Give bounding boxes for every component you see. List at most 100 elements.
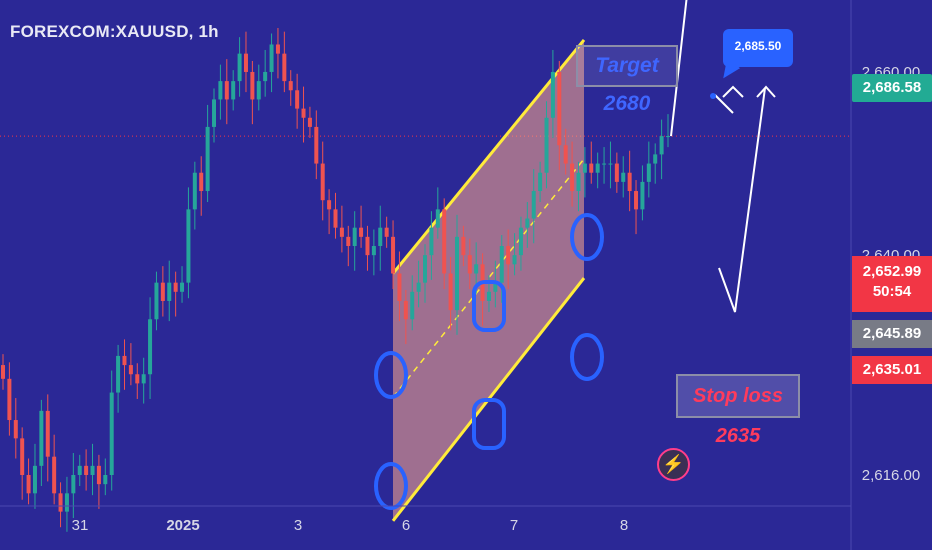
- touch-marker: [472, 398, 506, 450]
- candle-body: [544, 117, 549, 173]
- candle-body: [275, 44, 280, 54]
- x-tick-label: 2025: [166, 517, 199, 534]
- candle-body: [256, 81, 261, 100]
- candle-body: [333, 209, 338, 228]
- candle-body: [77, 465, 82, 475]
- x-tick-label: 8: [620, 517, 628, 534]
- candle-body: [359, 227, 364, 237]
- candle-body: [448, 273, 453, 311]
- candle-body: [499, 246, 504, 283]
- candle-body: [141, 374, 146, 384]
- candle-body: [384, 227, 389, 237]
- candle-body: [467, 255, 472, 274]
- candle-body: [307, 117, 312, 127]
- candle-body: [263, 71, 268, 82]
- candle-body: [32, 465, 37, 494]
- candle-body: [90, 465, 95, 475]
- candle-body: [512, 255, 517, 265]
- x-tick-label: 7: [510, 517, 518, 534]
- candle-body: [295, 90, 300, 109]
- candle-body: [659, 136, 664, 155]
- projection-path-b: [718, 87, 766, 313]
- touch-markers: [374, 213, 604, 510]
- candle-body: [71, 475, 76, 494]
- candle-body: [378, 227, 383, 246]
- arrowhead-a: [722, 85, 744, 98]
- candle-body: [13, 420, 18, 439]
- candle-body: [525, 218, 530, 228]
- candles: [1, 27, 670, 532]
- candle-body: [397, 273, 402, 301]
- candle-body: [474, 264, 479, 274]
- candle-body: [135, 374, 140, 384]
- candle-body: [250, 71, 255, 100]
- candle-body: [20, 438, 25, 475]
- candle-body: [614, 163, 619, 182]
- candle-body: [486, 291, 491, 301]
- candle-body: [403, 300, 408, 320]
- stop-loss-label: Stop loss 2635: [676, 374, 800, 447]
- touch-marker: [472, 280, 506, 332]
- candle-body: [538, 172, 543, 192]
- candle-body: [64, 493, 69, 512]
- x-tick-label: 31: [72, 517, 89, 534]
- last-price-value: 2,652.99: [862, 263, 922, 280]
- last-price-tag: 2,652.99 50:54: [852, 256, 932, 312]
- candle-body: [602, 163, 607, 165]
- candle-body: [205, 126, 210, 192]
- candle-body: [103, 475, 108, 485]
- candle-body: [416, 282, 421, 292]
- candle-body: [365, 236, 370, 256]
- candle-body: [7, 378, 12, 421]
- projection-path: [670, 0, 776, 313]
- candle-body: [1, 365, 5, 379]
- candle-body: [282, 53, 287, 82]
- candle-body: [608, 163, 613, 165]
- projection-tail: [714, 94, 734, 114]
- target-dot: [710, 93, 716, 99]
- candle-body: [224, 81, 229, 100]
- candle-body: [339, 227, 344, 237]
- candle-body: [109, 392, 114, 475]
- y-tick-label: 2,616.00: [862, 467, 920, 484]
- level-tag-2686: 2,686.58: [852, 74, 932, 102]
- candle-body: [423, 255, 428, 283]
- candle-body: [199, 172, 204, 192]
- candle-body: [442, 209, 447, 274]
- candle-body: [243, 53, 248, 72]
- candle-body: [314, 126, 319, 164]
- candle-body: [666, 136, 670, 138]
- lightning-icon[interactable]: ⚡: [657, 448, 690, 481]
- countdown-value: 50:54: [872, 283, 912, 300]
- candle-body: [122, 355, 127, 366]
- candle-body: [627, 172, 632, 192]
- candle-body: [116, 355, 121, 393]
- touch-marker: [374, 351, 408, 399]
- candle-body: [461, 236, 466, 256]
- arrowhead-b: [756, 85, 776, 98]
- candle-body: [320, 163, 325, 201]
- candle-body: [186, 209, 191, 283]
- candle-body: [454, 236, 459, 311]
- x-tick-label: 6: [402, 517, 410, 534]
- candle-body: [269, 44, 274, 72]
- candle-body: [589, 163, 594, 173]
- candle-body: [371, 246, 376, 256]
- price-bubble: 2,685.50: [723, 29, 793, 67]
- level-tag-2645: 2,645.89: [852, 320, 932, 348]
- candle-body: [518, 227, 523, 256]
- candle-body: [391, 236, 396, 274]
- candle-body: [192, 172, 197, 210]
- candle-body: [435, 209, 440, 228]
- candle-body: [96, 465, 101, 485]
- candle-body: [595, 163, 600, 173]
- candle-body: [154, 282, 159, 320]
- candle-body: [653, 154, 658, 164]
- candle-body: [550, 71, 555, 118]
- candle-body: [563, 145, 568, 164]
- projection-path-a: [670, 0, 688, 137]
- candle-body: [288, 81, 293, 91]
- target-label: Target 2680: [576, 45, 678, 115]
